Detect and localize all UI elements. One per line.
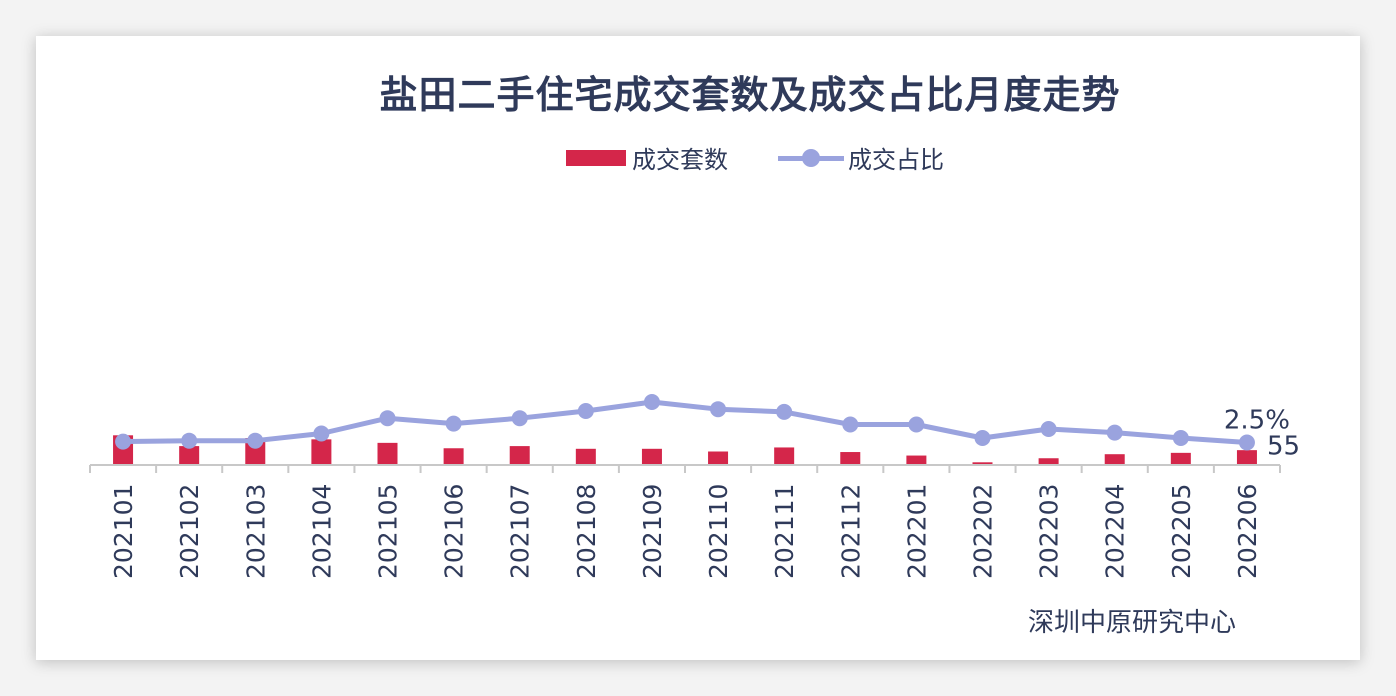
bar [575,448,596,465]
share-point [445,415,462,432]
bar [906,455,927,465]
x-tick-label: 202103 [241,484,270,579]
share-point [1040,421,1057,437]
legend: 成交套数 成交占比 [566,140,994,175]
share-line [123,399,1248,445]
bar-data-label: 55 [1267,432,1300,462]
share-point [974,430,991,446]
share-point [1106,424,1123,441]
share-point [842,416,859,433]
bar [840,452,861,465]
bar [1104,454,1125,465]
chart-card [36,36,1360,660]
x-tick-label: 202107 [506,484,535,579]
share-point [313,425,330,442]
share-point [115,433,132,450]
x-tick-label: 202108 [572,484,601,579]
legend-bar-label: 成交套数 [632,146,728,174]
legend-item-line: 成交占比 [778,140,944,175]
chart-title: 盐田二手住宅成交套数及成交占比月度走势 [379,73,1121,117]
share-point [1172,430,1189,446]
legend-line-label: 成交占比 [848,146,944,174]
share-point [577,403,594,419]
legend-bar-swatch [566,149,626,166]
bar [708,451,729,465]
x-tick-label: 202104 [307,484,336,579]
x-tick-label: 202203 [1035,484,1064,579]
x-tick-label: 202109 [638,484,667,579]
x-tick-label: 202201 [902,484,931,579]
line-data-label: 2.5% [1224,406,1290,436]
share-point [511,410,528,427]
x-tick-label: 202111 [770,484,799,579]
x-tick-label: 202110 [704,484,733,579]
x-tick-label: 202101 [109,484,138,579]
bar [443,448,464,465]
bar [377,442,398,465]
bar [311,439,332,465]
bar [972,462,993,465]
x-tick-label: 202202 [969,484,998,579]
share-point [776,403,793,420]
share-point [181,432,198,449]
x-tick-label: 202112 [836,484,865,579]
x-tick-label: 202205 [1167,484,1196,579]
x-tick-label: 202102 [175,484,204,579]
source-label: 深圳中原研究中心 [1028,608,1237,638]
bar [641,448,662,465]
bar [1170,452,1191,465]
share-point [1238,434,1255,451]
bar [509,446,530,465]
bar [1038,458,1059,465]
share-point [710,401,727,418]
legend-line-swatch [778,148,844,168]
bar [1236,450,1257,465]
x-tick-label: 202106 [440,484,469,579]
x-tick-label: 202105 [374,484,403,579]
bar [774,447,795,465]
share-point [247,432,264,449]
x-tick-label: 202204 [1101,484,1130,579]
legend-item-bars: 成交套数 [566,140,728,175]
share-point [379,410,396,427]
x-tick-label: 202206 [1233,484,1262,579]
share-point [643,394,660,410]
share-point [908,416,925,433]
bar [179,446,200,465]
